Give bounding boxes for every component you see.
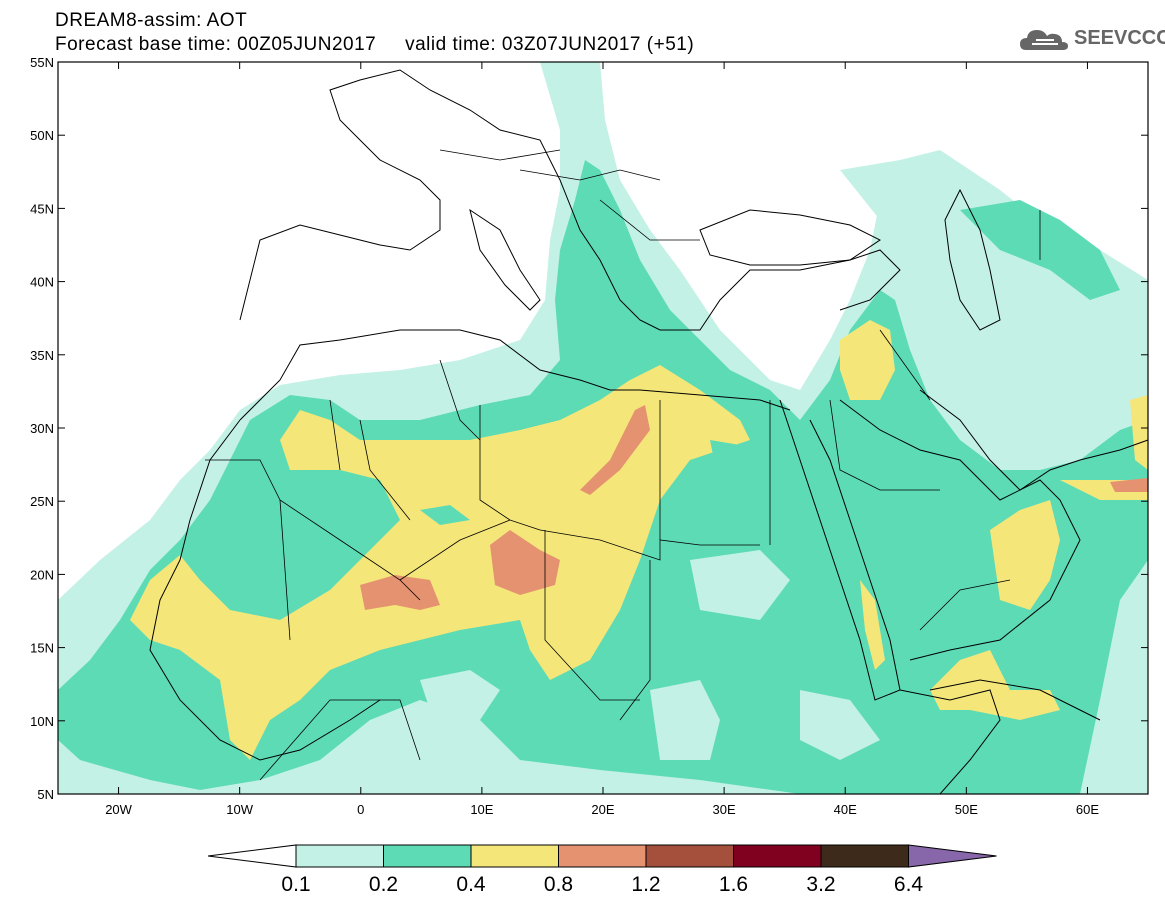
- colorbar-label: 1.2: [631, 873, 660, 896]
- lon-tick-label: 60E: [1076, 802, 1099, 817]
- seevccc-logo: SEEVCCC: [1018, 24, 1165, 56]
- lat-tick-label: 45N: [30, 201, 54, 216]
- aot-contours: [58, 62, 1148, 794]
- lon-tick-label: 40E: [834, 802, 857, 817]
- lat-tick-label: 55N: [30, 55, 54, 70]
- border: [279, 499, 291, 641]
- lat-tick-label: 30N: [30, 421, 54, 436]
- coastline-europe: [239, 69, 901, 331]
- coastline-horn: [899, 689, 1001, 794]
- coastline-black-sea: [699, 209, 881, 266]
- border: [879, 329, 931, 401]
- lon-tick-label: 50E: [955, 802, 978, 817]
- country-borders: [205, 149, 1041, 781]
- border: [439, 359, 481, 441]
- border: [329, 399, 341, 471]
- aot-level-0.2: [420, 505, 470, 525]
- colorbar-label: 0.4: [456, 873, 486, 896]
- border: [919, 579, 1011, 631]
- map-title: DREAM8-assim: AOT: [55, 10, 248, 31]
- aot-level-0.1: [1010, 340, 1045, 390]
- border: [829, 399, 940, 491]
- border: [359, 419, 411, 521]
- colorbar-label: 3.2: [806, 873, 835, 896]
- aot-level-0.4: [930, 650, 1060, 720]
- colorbar-segment: [645, 844, 734, 868]
- cloud-icon: [1020, 30, 1068, 50]
- lat-tick-label: 10N: [30, 714, 54, 729]
- colorbar-label: 0.2: [369, 873, 398, 896]
- aot-level-0.4: [1130, 395, 1148, 470]
- colorbar-segment: [470, 844, 559, 868]
- colorbar-label: 0.8: [544, 873, 573, 896]
- coastline-africa-west: [149, 419, 381, 761]
- colorbar-label: 0.1: [281, 873, 310, 896]
- colorbar-arrow-high: [908, 844, 997, 868]
- border: [439, 149, 700, 241]
- lat-tick-label: 15N: [30, 641, 54, 656]
- coastlines: [149, 69, 1148, 794]
- colorbar-segment: [733, 844, 822, 868]
- lat-tick-label: 5N: [37, 787, 54, 802]
- aot-level-0.1: [650, 680, 720, 760]
- colorbar-segment: [558, 844, 647, 868]
- aot-level-0.1: [690, 550, 790, 620]
- aot-level-0.1: [800, 690, 880, 760]
- colorbar-segment: [820, 844, 909, 868]
- lon-tick-label: 30E: [713, 802, 736, 817]
- coastline-arabia: [839, 399, 1081, 661]
- border: [544, 530, 640, 701]
- latitude-axis: 55N 50N 45N 40N 35N 30N 25N 20N 15N 10N 5N: [30, 55, 1148, 802]
- colorbar-segment: [295, 844, 384, 868]
- colorbar-label: 6.4: [894, 873, 924, 896]
- coastline-caspian: [944, 188, 1001, 331]
- coastline-italy: [469, 208, 541, 311]
- border: [259, 699, 421, 781]
- aot-level-0.8: [360, 575, 440, 610]
- lat-tick-label: 20N: [30, 567, 54, 582]
- logo-text: SEEVCCC: [1074, 27, 1165, 49]
- lon-tick-label: 20E: [591, 802, 614, 817]
- lon-tick-label: 0: [357, 802, 364, 817]
- colorbar-labels: 0.1 0.2 0.4 0.8 1.2 1.6 3.2 6.4: [281, 873, 923, 896]
- aot-level-0.4: [860, 580, 885, 670]
- border: [619, 560, 651, 721]
- lon-tick-label: 10E: [470, 802, 493, 817]
- aot-level-0.4: [130, 365, 750, 760]
- lon-tick-label: 20W: [105, 802, 132, 817]
- aot-level-0.1: [420, 670, 500, 720]
- coastline-persian-gulf: [919, 389, 1148, 491]
- aot-level-0.8: [1110, 478, 1148, 492]
- coastline-africa-north: [239, 329, 791, 421]
- forecast-time-info: Forecast base time: 00Z05JUN2017 valid t…: [55, 34, 695, 55]
- aot-level-0.2: [240, 515, 275, 545]
- lat-tick-label: 50N: [30, 128, 54, 143]
- border: [539, 529, 760, 561]
- lat-tick-label: 40N: [30, 275, 54, 290]
- coastline-gulf-aden: [929, 679, 1101, 721]
- aot-level-0.4: [840, 320, 895, 400]
- border: [205, 459, 421, 601]
- colorbar-segment: [383, 844, 472, 868]
- colorbar-label: 1.6: [719, 873, 748, 896]
- aot-level-0.8: [580, 405, 650, 495]
- aot-level-0.1: [840, 160, 1148, 330]
- lat-tick-label: 25N: [30, 494, 54, 509]
- colorbar-arrow-low: [207, 844, 297, 868]
- longitude-axis: 20W 10W 0 10E 20E 30E 40E 50E 60E: [105, 62, 1099, 817]
- aot-level-0.8: [490, 530, 560, 595]
- coastline-red-sea: [779, 399, 901, 701]
- aot-level-0.4: [990, 500, 1060, 610]
- lon-tick-label: 10W: [226, 802, 253, 817]
- border: [399, 519, 541, 581]
- border: [479, 405, 511, 521]
- colorbar-segments: [207, 844, 997, 868]
- lat-tick-label: 35N: [30, 348, 54, 363]
- aot-level-0.2: [710, 440, 740, 470]
